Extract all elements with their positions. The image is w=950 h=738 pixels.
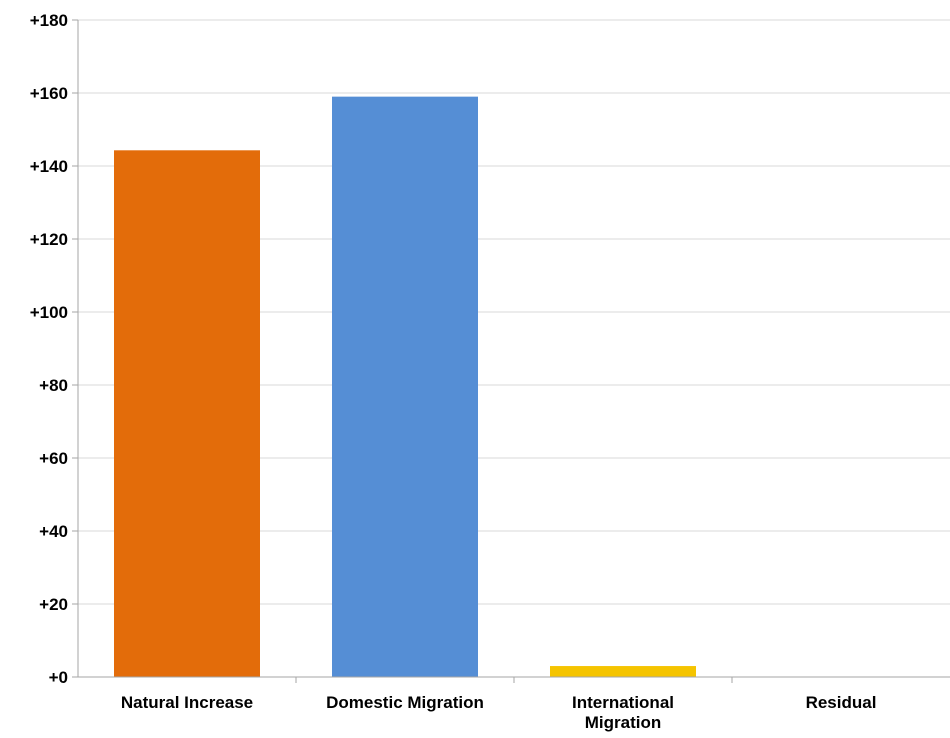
y-tick-label: +100	[30, 303, 68, 322]
y-tick-label: +120	[30, 230, 68, 249]
bar	[550, 666, 696, 677]
bar	[114, 150, 260, 677]
x-axis-labels: Natural Increase Domestic Migration Intern…	[121, 693, 877, 732]
x-tick-label: Domestic Migration	[326, 693, 484, 712]
y-tick-label: +80	[39, 376, 68, 395]
axes	[72, 19, 950, 683]
bar	[332, 96, 478, 677]
x-tick-label: Migration	[585, 713, 662, 732]
y-tick-label: +160	[30, 84, 68, 103]
x-tick-label: Residual	[806, 693, 877, 712]
y-tick-label: +180	[30, 11, 68, 30]
x-tick-label: International	[572, 693, 674, 712]
x-tick-label: Natural Increase	[121, 693, 253, 712]
y-tick-label: +0	[49, 668, 68, 687]
y-tick-label: +40	[39, 522, 68, 541]
y-tick-label: +60	[39, 449, 68, 468]
y-axis-ticks: +0 +20 +40 +60 +80 +100 +120 +140 +160 +180	[30, 11, 68, 687]
y-tick-label: +20	[39, 595, 68, 614]
y-tick-label: +140	[30, 157, 68, 176]
bars	[114, 96, 696, 677]
